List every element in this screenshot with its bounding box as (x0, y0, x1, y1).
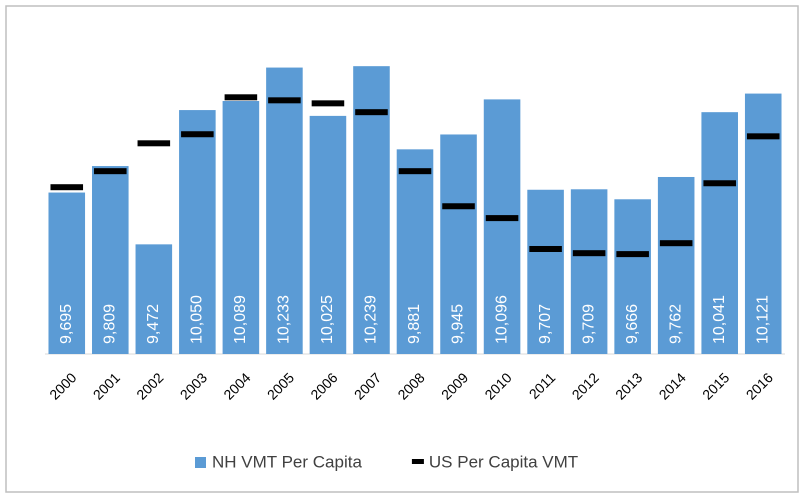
value-label: 9,695 (58, 304, 75, 344)
value-label: 10,233 (276, 295, 293, 344)
value-label: 9,666 (624, 304, 641, 344)
value-label: 9,809 (102, 304, 119, 344)
bar (396, 149, 434, 354)
marker (442, 203, 475, 210)
value-label: 10,089 (232, 295, 249, 344)
bar (92, 166, 129, 354)
legend-swatch (195, 457, 206, 468)
value-label: 9,881 (406, 304, 423, 344)
marker (703, 180, 736, 187)
bar (309, 115, 347, 354)
legend-label: US Per Capita VMT (429, 452, 578, 471)
marker (137, 140, 171, 147)
bar (222, 101, 260, 354)
marker (224, 94, 258, 101)
value-label: 10,096 (493, 295, 510, 344)
marker (311, 100, 345, 107)
marker (572, 250, 606, 257)
bar (657, 176, 695, 354)
marker (746, 133, 780, 140)
value-label: 9,762 (667, 304, 684, 344)
legend-label: NH VMT Per Capita (212, 452, 362, 471)
value-label: 10,041 (711, 295, 728, 344)
legend-swatch (411, 459, 424, 464)
bar (135, 244, 173, 354)
value-label: 10,025 (319, 295, 336, 344)
marker (659, 240, 693, 247)
value-label: 9,472 (145, 304, 162, 344)
bar (48, 192, 86, 354)
marker (616, 251, 649, 258)
value-label: 9,709 (580, 304, 597, 344)
marker (268, 97, 301, 104)
marker (50, 184, 84, 191)
marker (485, 215, 519, 222)
bar (527, 189, 564, 354)
marker (355, 109, 388, 116)
value-label: 10,050 (189, 295, 206, 344)
marker (181, 131, 214, 138)
bar (614, 199, 651, 354)
value-label: 10,121 (754, 295, 771, 344)
value-label: 9,945 (450, 304, 467, 344)
marker (94, 168, 127, 175)
bar (570, 189, 608, 354)
bar (483, 99, 521, 354)
value-label: 9,707 (537, 304, 554, 344)
marker (529, 245, 562, 252)
value-label: 10,239 (363, 295, 380, 344)
bar (266, 67, 303, 355)
marker (398, 168, 432, 175)
bar (701, 112, 738, 354)
bar (179, 110, 216, 354)
bar (440, 134, 477, 354)
